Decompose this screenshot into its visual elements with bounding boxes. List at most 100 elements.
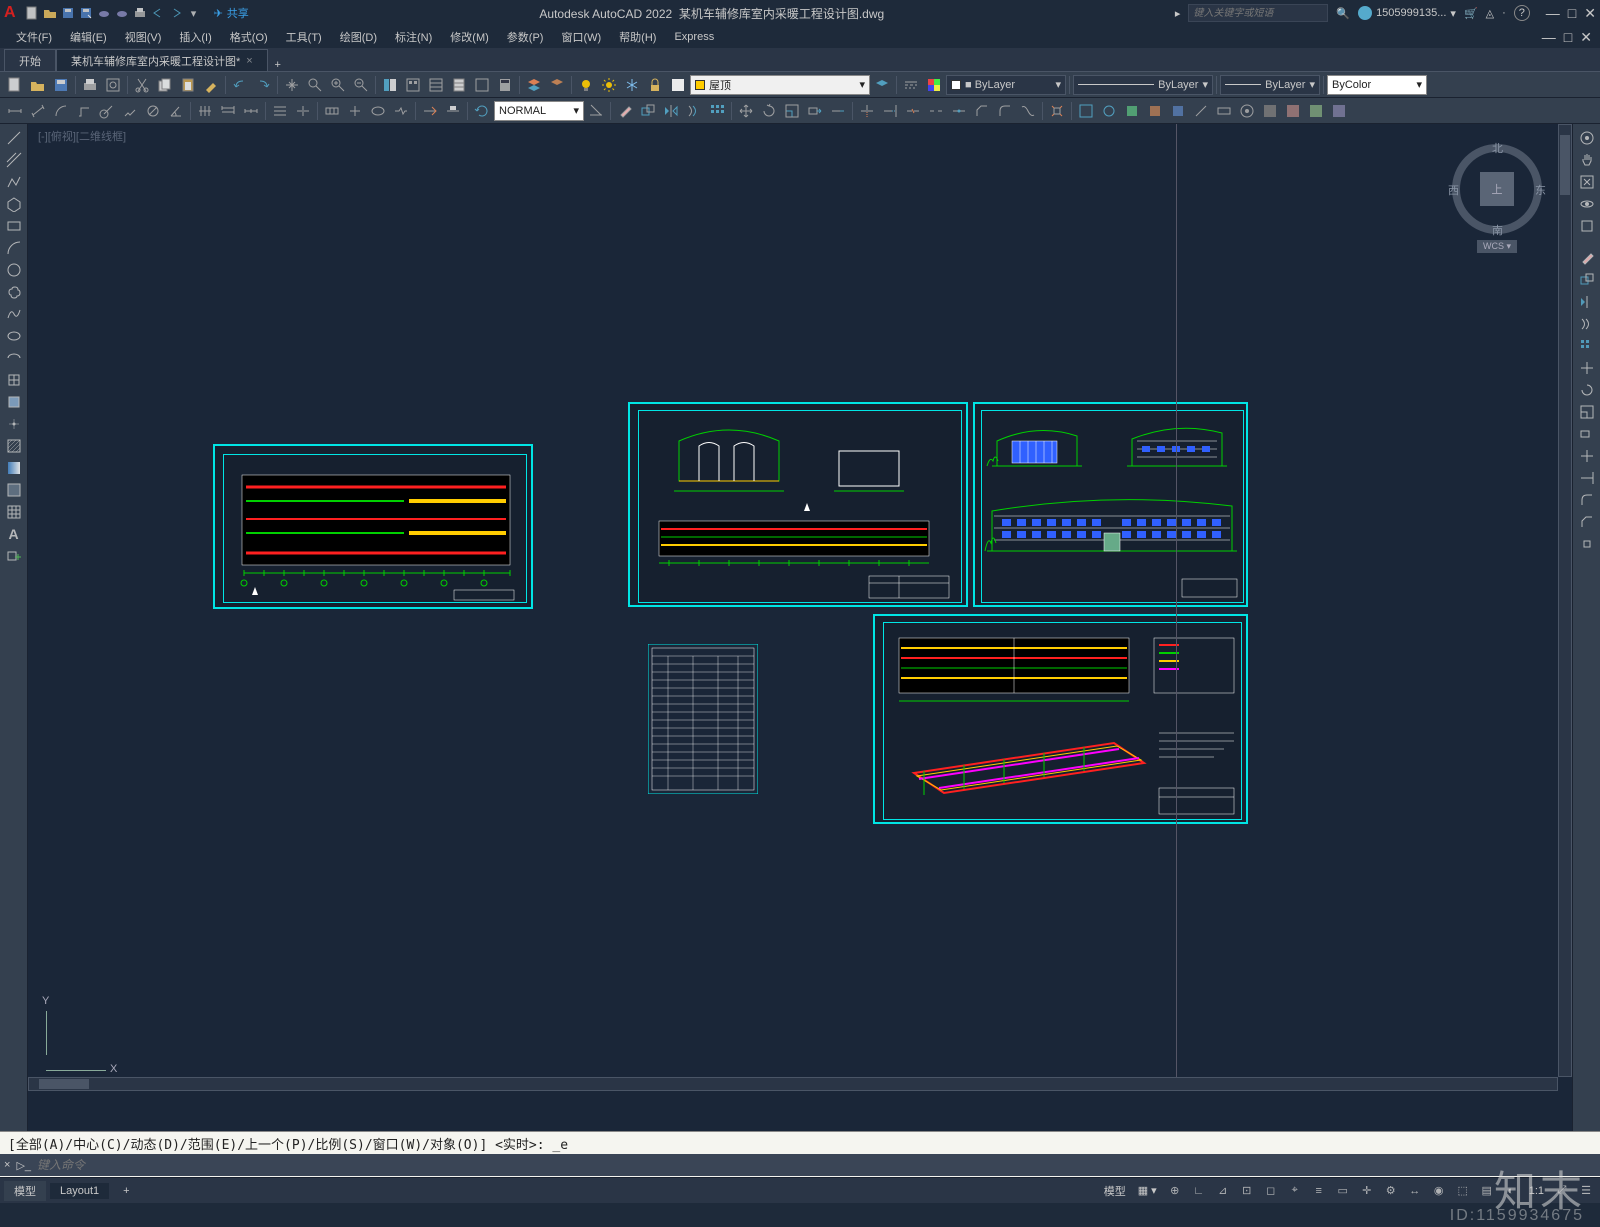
menu-tools[interactable]: 工具(T) <box>278 27 330 47</box>
layer-prev-icon[interactable] <box>871 74 893 96</box>
status-3dosnap-icon[interactable]: ◻ <box>1261 1181 1281 1201</box>
line-icon[interactable] <box>4 128 24 148</box>
qdim-icon[interactable] <box>194 100 216 122</box>
pline-icon[interactable] <box>4 172 24 192</box>
status-scale[interactable]: 1:1 <box>1525 1185 1548 1197</box>
status-lwt-icon[interactable]: ≡ <box>1309 1181 1329 1201</box>
pan-icon[interactable] <box>281 74 303 96</box>
status-osnap-icon[interactable]: ⊡ <box>1237 1181 1257 1201</box>
menu-modify[interactable]: 修改(M) <box>442 27 497 47</box>
menu-express[interactable]: Express <box>666 29 722 45</box>
break-split-icon[interactable] <box>902 100 924 122</box>
new-doc-icon[interactable] <box>4 74 26 96</box>
paste-icon[interactable] <box>177 74 199 96</box>
spline-icon[interactable] <box>4 304 24 324</box>
tool-b-icon[interactable] <box>1098 100 1120 122</box>
plot-icon[interactable] <box>132 5 148 21</box>
dim-space-icon[interactable] <box>269 100 291 122</box>
zoom-rt-icon[interactable] <box>304 74 326 96</box>
polygon-icon[interactable] <box>4 194 24 214</box>
dc-icon[interactable] <box>402 74 424 96</box>
tool-a-icon[interactable] <box>1075 100 1097 122</box>
fillet2-icon[interactable] <box>1577 490 1597 510</box>
array2-icon[interactable] <box>1577 336 1597 356</box>
status-otrack-icon[interactable]: ⌖ <box>1285 1181 1305 1201</box>
share-button[interactable]: ✈共享 <box>214 5 249 21</box>
status-am-icon[interactable]: ⬚ <box>1453 1181 1473 1201</box>
tool-i-icon[interactable] <box>1259 100 1281 122</box>
zoom-win-icon[interactable] <box>327 74 349 96</box>
nav-wheel-icon[interactable] <box>1577 128 1597 148</box>
color-bylayer-dropdown[interactable]: ■ ByLayer▾ <box>946 75 1066 95</box>
saveas-icon[interactable] <box>78 5 94 21</box>
qcalc-icon[interactable] <box>494 74 516 96</box>
lengthen-icon[interactable] <box>827 100 849 122</box>
lock-icon[interactable] <box>644 74 666 96</box>
dimedit-icon[interactable] <box>419 100 441 122</box>
xline-icon[interactable] <box>4 150 24 170</box>
jogline-icon[interactable] <box>390 100 412 122</box>
layer-col-icon[interactable] <box>667 74 689 96</box>
tool-h-icon[interactable] <box>1236 100 1258 122</box>
hatch-icon[interactable] <box>4 436 24 456</box>
color-icon[interactable] <box>923 74 945 96</box>
dim-break-icon[interactable] <box>292 100 314 122</box>
status-transparency-icon[interactable]: ▭ <box>1333 1181 1353 1201</box>
vertical-scrollbar[interactable] <box>1558 124 1572 1077</box>
menu-format[interactable]: 格式(O) <box>222 27 276 47</box>
scale-icon[interactable] <box>781 100 803 122</box>
extend-icon[interactable] <box>879 100 901 122</box>
status-units-icon[interactable]: ▤ <box>1477 1181 1497 1201</box>
dim-base-icon[interactable] <box>217 100 239 122</box>
circle-icon[interactable] <box>4 260 24 280</box>
open-doc-icon[interactable] <box>27 74 49 96</box>
join-icon[interactable] <box>948 100 970 122</box>
tool-c-icon[interactable] <box>1121 100 1143 122</box>
center-mark-icon[interactable] <box>344 100 366 122</box>
break-icon[interactable] <box>925 100 947 122</box>
dim-jog-icon[interactable] <box>119 100 141 122</box>
status-model[interactable]: 模型 <box>1100 1183 1130 1199</box>
trim-icon[interactable] <box>856 100 878 122</box>
mirror2-icon[interactable] <box>1577 292 1597 312</box>
stretch-icon[interactable] <box>804 100 826 122</box>
cut-icon[interactable] <box>131 74 153 96</box>
erase-icon[interactable] <box>614 100 636 122</box>
status-ortho-icon[interactable]: ∟ <box>1189 1181 1209 1201</box>
region-icon[interactable] <box>4 480 24 500</box>
showmotion-icon[interactable] <box>1577 216 1597 236</box>
preview-icon[interactable] <box>102 74 124 96</box>
revcloud-icon[interactable] <box>4 282 24 302</box>
menu-view[interactable]: 视图(V) <box>117 27 170 47</box>
undo2-icon[interactable] <box>229 74 251 96</box>
status-sc-icon[interactable]: ✛ <box>1357 1181 1377 1201</box>
extend2-icon[interactable] <box>1577 468 1597 488</box>
insert-icon[interactable] <box>4 370 24 390</box>
tp-icon[interactable] <box>425 74 447 96</box>
markup-icon[interactable] <box>471 74 493 96</box>
viewport-label[interactable]: [-][俯视][二维线框] <box>38 128 126 144</box>
wcs-label[interactable]: WCS ▾ <box>1477 240 1517 253</box>
app-home-icon[interactable]: ◬ <box>1486 7 1494 20</box>
explode-icon[interactable] <box>1046 100 1068 122</box>
ellipse-icon[interactable] <box>4 326 24 346</box>
dim-dia-icon[interactable] <box>142 100 164 122</box>
rotate-icon[interactable] <box>758 100 780 122</box>
status-isodraft-icon[interactable]: ⤢ <box>1552 1181 1572 1201</box>
point-icon[interactable] <box>4 414 24 434</box>
status-qp-icon[interactable]: ◐ <box>1501 1181 1521 1201</box>
dim-ang-icon[interactable] <box>165 100 187 122</box>
command-close-icon[interactable]: × <box>4 1159 10 1171</box>
explode2-icon[interactable] <box>1577 534 1597 554</box>
menu-parametric[interactable]: 参数(P) <box>499 27 552 47</box>
table-icon[interactable] <box>4 502 24 522</box>
redo2-icon[interactable] <box>252 74 274 96</box>
fillet-icon[interactable] <box>994 100 1016 122</box>
dim-linear-icon[interactable] <box>4 100 26 122</box>
dim-ord-icon[interactable] <box>73 100 95 122</box>
redo-icon[interactable] <box>168 5 184 21</box>
add-layout-button[interactable]: + <box>113 1183 139 1199</box>
offset-icon[interactable] <box>683 100 705 122</box>
close-tab-icon[interactable]: × <box>246 55 252 67</box>
window-maximize-button[interactable]: □ <box>1568 5 1576 22</box>
